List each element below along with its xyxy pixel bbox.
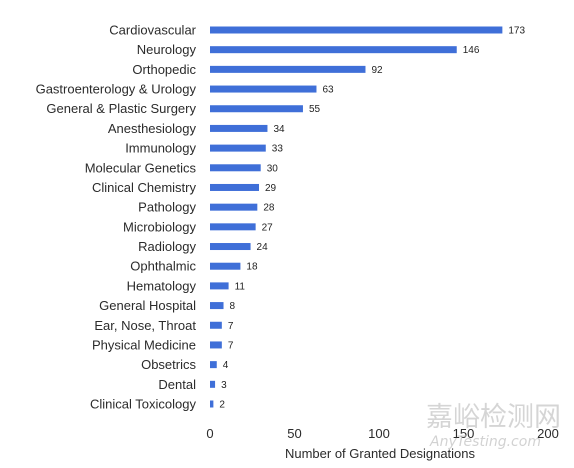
watermark: 嘉峪检测网 AnyTesting.com [426,402,561,450]
bar-pathology [210,203,258,211]
bar-microbiology [210,223,256,231]
value-label-ear-nose-throat: 7 [228,321,234,332]
category-label-cardiovascular: Cardiovascular [109,23,196,38]
value-label-clinical-toxicology: 2 [219,400,225,411]
category-label-obsetrics: Obsetrics [141,357,196,372]
category-labels-group: Cardiovascular Neurology Orthopedic Gastroe… [36,23,197,412]
bar-neurology [210,46,457,54]
bar-ophthalmic [210,262,241,270]
category-label-hematology: Hematology [127,278,197,293]
x-tick-label-50: 50 [287,426,301,441]
value-label-orthopedic: 92 [371,65,383,76]
watermark-text-en: AnyTesting.com [429,434,541,450]
bar-hematology [210,282,229,290]
value-label-radiology: 24 [257,242,269,253]
value-label-pathology: 28 [263,203,275,214]
value-label-cardiovascular: 173 [508,26,525,37]
category-label-immunology: Immunology [125,141,196,156]
bars-group [210,26,503,408]
bar-dental [210,380,216,388]
value-label-dental: 3 [221,380,227,391]
bar-cardiovascular [210,26,503,34]
value-label-microbiology: 27 [262,222,274,233]
value-label-molecular-genetics: 30 [267,163,279,174]
category-label-ear-nose-throat: Ear, Nose, Throat [94,318,196,333]
value-label-general-plastic-surgery: 55 [309,104,321,115]
value-label-physical-medicine: 7 [228,340,234,351]
x-tick-label-200: 200 [537,426,559,441]
x-tick-labels-group: 0 50 100 150 200 [206,426,558,441]
watermark-text-cn: 嘉峪检测网 [426,402,561,433]
category-label-gastroenterology-urology: Gastroenterology & Urology [36,82,197,97]
value-label-anesthesiology: 34 [273,124,285,135]
x-axis-title: Number of Granted Designations [285,446,476,461]
category-label-dental: Dental [158,377,196,392]
value-label-ophthalmic: 18 [246,262,258,273]
category-label-general-plastic-surgery: General & Plastic Surgery [46,101,196,116]
category-label-clinical-chemistry: Clinical Chemistry [92,180,197,195]
x-tick-label-0: 0 [206,426,213,441]
x-tick-label-150: 150 [453,426,475,441]
value-label-gastroenterology-urology: 63 [322,85,334,96]
bar-obsetrics [210,361,217,369]
bar-physical-medicine [210,341,222,349]
category-label-neurology: Neurology [137,42,197,57]
bar-clinical-toxicology [210,400,214,408]
bar-orthopedic [210,65,366,73]
value-label-general-hospital: 8 [230,301,236,312]
category-label-molecular-genetics: Molecular Genetics [85,160,197,175]
value-label-immunology: 33 [272,144,284,155]
category-label-clinical-toxicology: Clinical Toxicology [90,397,196,412]
bar-molecular-genetics [210,164,261,172]
value-label-neurology: 146 [463,45,480,56]
value-label-obsetrics: 4 [223,360,229,371]
bar-immunology [210,144,266,152]
bar-general-plastic-surgery [210,105,303,113]
bar-ear-nose-throat [210,321,222,329]
bar-general-hospital [210,302,224,310]
category-label-general-hospital: General Hospital [99,298,196,313]
category-label-pathology: Pathology [138,200,196,215]
bar-anesthesiology [210,124,268,132]
category-label-anesthesiology: Anesthesiology [108,121,197,136]
category-label-microbiology: Microbiology [123,219,196,234]
bar-clinical-chemistry [210,183,260,191]
category-label-radiology: Radiology [138,239,196,254]
bar-radiology [210,243,251,251]
bar-gastroenterology-urology [210,85,317,93]
category-label-orthopedic: Orthopedic [132,62,196,77]
x-tick-label-100: 100 [368,426,390,441]
value-label-clinical-chemistry: 29 [265,183,277,194]
value-label-hematology: 11 [235,281,246,292]
category-label-ophthalmic: Ophthalmic [130,259,196,274]
category-label-physical-medicine: Physical Medicine [92,337,196,352]
